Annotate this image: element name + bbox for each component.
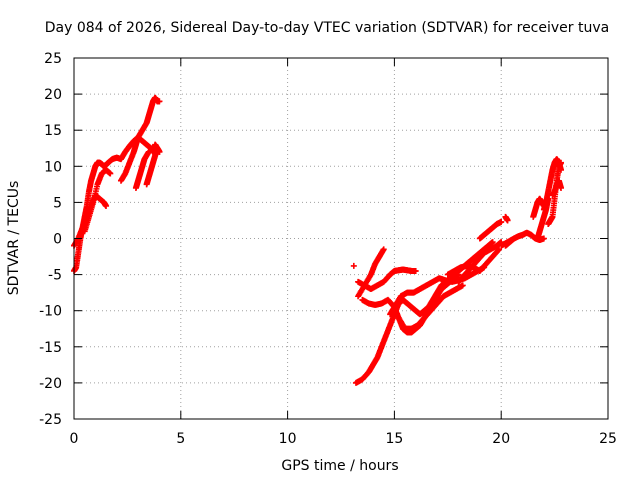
data-series bbox=[132, 148, 152, 191]
data-series bbox=[350, 262, 357, 269]
data-series bbox=[355, 266, 419, 293]
data-series bbox=[476, 218, 505, 242]
y-tick-label: -20 bbox=[39, 376, 62, 392]
data-point bbox=[145, 148, 152, 155]
y-tick-label: 0 bbox=[53, 232, 62, 248]
data-point bbox=[455, 271, 462, 278]
y-tick-label: -5 bbox=[48, 268, 62, 284]
data-point bbox=[412, 267, 419, 274]
data-point bbox=[380, 246, 387, 253]
y-tick-label: 25 bbox=[44, 51, 62, 67]
data-series bbox=[502, 213, 511, 224]
data-point bbox=[156, 98, 163, 105]
data-point bbox=[504, 217, 511, 224]
data-point bbox=[495, 247, 502, 254]
x-axis-label: GPS time / hours bbox=[281, 458, 398, 474]
x-tick-label: 0 bbox=[70, 431, 79, 447]
y-tick-label: -25 bbox=[39, 412, 62, 428]
data-series bbox=[143, 145, 163, 188]
chart-title: Day 084 of 2026, Sidereal Day-to-day VTE… bbox=[45, 20, 609, 36]
y-tick-label: 5 bbox=[53, 195, 62, 211]
data-series bbox=[71, 134, 163, 274]
y-axis-label: SDTVAR / TECUs bbox=[6, 181, 22, 296]
data-point bbox=[156, 148, 163, 155]
data-series bbox=[455, 239, 505, 285]
data-point bbox=[558, 184, 565, 191]
data-points bbox=[71, 94, 565, 386]
data-series bbox=[81, 166, 114, 235]
data-point bbox=[558, 159, 565, 166]
data-series bbox=[549, 177, 565, 199]
data-series bbox=[117, 94, 163, 184]
x-tick-label: 10 bbox=[279, 431, 297, 447]
axis-ticks: 0 5 10 15 20 25 25 20 15 10 5 0 -5 -10 -15 -20 -25 bbox=[39, 51, 617, 447]
y-tick-label: 10 bbox=[44, 159, 62, 175]
data-point bbox=[459, 282, 466, 289]
data-series bbox=[545, 159, 565, 228]
data-point bbox=[540, 235, 547, 242]
data-point bbox=[350, 262, 357, 269]
data-series bbox=[502, 229, 547, 249]
x-tick-label: 5 bbox=[176, 431, 185, 447]
x-tick-label: 25 bbox=[599, 431, 617, 447]
data-point bbox=[103, 203, 110, 210]
x-tick-label: 20 bbox=[492, 431, 510, 447]
data-point bbox=[489, 239, 496, 246]
y-tick-label: -15 bbox=[39, 340, 62, 356]
data-point bbox=[498, 218, 505, 225]
x-tick-label: 15 bbox=[385, 431, 403, 447]
grid bbox=[74, 58, 608, 419]
data-point bbox=[107, 170, 114, 177]
y-tick-label: -10 bbox=[39, 304, 62, 320]
y-tick-label: 20 bbox=[44, 87, 62, 103]
data-series bbox=[395, 282, 466, 332]
y-tick-label: 15 bbox=[44, 123, 62, 139]
